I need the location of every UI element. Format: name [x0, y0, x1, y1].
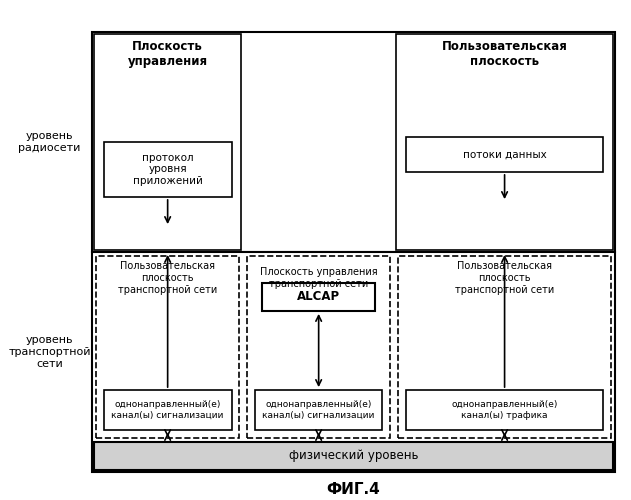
- Text: Плоскость
управления: Плоскость управления: [127, 40, 208, 68]
- FancyBboxPatch shape: [255, 390, 382, 430]
- FancyBboxPatch shape: [103, 390, 232, 430]
- Text: ALCAP: ALCAP: [297, 290, 340, 304]
- Text: протокол
уровня
приложений: протокол уровня приложений: [133, 153, 203, 186]
- FancyBboxPatch shape: [92, 32, 615, 252]
- Text: Пользовательская
плоскость: Пользовательская плоскость: [442, 40, 567, 68]
- Text: Пользовательская
плоскость
транспортной сети: Пользовательская плоскость транспортной …: [455, 262, 554, 294]
- Text: Пользовательская
плоскость
транспортной сети: Пользовательская плоскость транспортной …: [118, 262, 217, 294]
- FancyBboxPatch shape: [406, 137, 603, 172]
- FancyBboxPatch shape: [94, 442, 613, 470]
- Text: однонаправленный(е)
канал(ы) сигнализации: однонаправленный(е) канал(ы) сигнализаци…: [262, 400, 375, 419]
- FancyBboxPatch shape: [94, 34, 242, 250]
- Text: уровень
радиосети: уровень радиосети: [18, 131, 81, 153]
- Text: физический уровень: физический уровень: [289, 450, 418, 462]
- Text: однонаправленный(е)
канал(ы) сигнализации: однонаправленный(е) канал(ы) сигнализаци…: [112, 400, 224, 419]
- FancyBboxPatch shape: [398, 256, 611, 438]
- FancyBboxPatch shape: [247, 256, 390, 438]
- Text: однонаправленный(е)
канал(ы) трафика: однонаправленный(е) канал(ы) трафика: [451, 400, 558, 419]
- FancyBboxPatch shape: [262, 283, 375, 311]
- FancyBboxPatch shape: [92, 252, 615, 472]
- FancyBboxPatch shape: [396, 34, 613, 250]
- Text: потоки данных: потоки данных: [463, 150, 546, 160]
- FancyBboxPatch shape: [406, 390, 603, 430]
- Text: Плоскость управления
транспортной сети: Плоскость управления транспортной сети: [260, 267, 377, 289]
- Text: уровень
транспортной
сети: уровень транспортной сети: [8, 336, 91, 368]
- FancyBboxPatch shape: [96, 256, 240, 438]
- Text: ФИГ.4: ФИГ.4: [327, 482, 380, 498]
- FancyBboxPatch shape: [103, 142, 232, 197]
